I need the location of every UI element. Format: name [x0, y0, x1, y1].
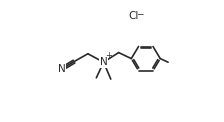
- Text: N: N: [100, 57, 108, 67]
- Text: −: −: [136, 9, 143, 18]
- Text: Cl: Cl: [129, 11, 139, 21]
- Text: +: +: [105, 51, 112, 60]
- Text: N: N: [58, 64, 66, 74]
